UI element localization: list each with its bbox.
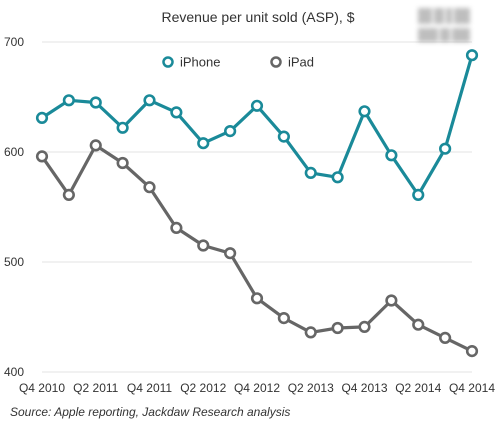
data-point-ipad — [277, 312, 290, 325]
x-axis: Q4 2010 Q2 2011 Q4 2011 Q2 2012 Q4 2012 Q2 20… — [19, 381, 495, 395]
data-point-ipad — [465, 345, 479, 358]
data-point-iphone — [143, 94, 156, 107]
data-point-ipad — [35, 150, 49, 163]
data-point-iphone — [358, 105, 371, 118]
data-point-iphone — [277, 130, 290, 143]
series-line-iphone — [41, 54, 474, 197]
legend-label-ipad: iPad — [288, 55, 314, 70]
x-tick-label: Q4 2010 — [19, 381, 65, 395]
legend: iPhone iPad — [162, 55, 314, 70]
x-tick-label: Q2 2011 — [73, 381, 118, 395]
data-point-ipad — [439, 331, 452, 345]
data-point-ipad — [331, 321, 344, 335]
data-point-iphone — [331, 171, 344, 184]
y-tick-label: 500 — [4, 255, 24, 269]
y-tick-label: 600 — [4, 145, 24, 159]
data-point-ipad — [170, 221, 183, 234]
data-point-iphone — [250, 99, 264, 112]
legend-label-iphone: iPhone — [180, 55, 220, 70]
x-tick-label: Q2 2013 — [288, 381, 334, 395]
x-tick-label: Q4 2013 — [341, 381, 387, 395]
data-point-iphone — [465, 49, 479, 62]
data-point-ipad — [412, 318, 425, 331]
data-point-ipad — [89, 139, 102, 152]
chart: Revenue per unit sold (ASP), $ 400 500 600… — [4, 9, 495, 395]
data-point-iphone — [116, 121, 129, 134]
data-point-ipad — [197, 239, 210, 252]
data-point-ipad — [62, 188, 75, 201]
data-point-ipad — [250, 292, 264, 305]
data-point-ipad — [358, 320, 371, 334]
legend-marker-ipad — [270, 56, 282, 68]
data-point-iphone — [224, 125, 237, 138]
data-point-iphone — [35, 111, 49, 124]
x-tick-label: Q4 2012 — [234, 381, 280, 395]
data-point-iphone — [89, 96, 102, 109]
data-point-ipad — [304, 326, 317, 339]
data-point-iphone — [197, 137, 210, 150]
y-axis: 400 500 600 700 — [4, 35, 24, 379]
data-point-ipad — [116, 156, 129, 170]
data-point-iphone — [62, 94, 75, 107]
data-point-ipad — [224, 247, 237, 260]
series-layer — [35, 49, 479, 358]
x-tick-label: Q4 2014 — [449, 381, 495, 395]
y-tick-label: 700 — [4, 35, 24, 49]
data-point-ipad — [143, 181, 156, 194]
legend-marker-iphone — [162, 56, 174, 68]
data-point-ipad — [385, 294, 398, 307]
x-tick-label: Q2 2012 — [180, 381, 226, 395]
data-point-iphone — [170, 106, 183, 119]
chart-title: Revenue per unit sold (ASP), $ — [162, 9, 355, 25]
x-tick-label: Q2 2014 — [395, 381, 441, 395]
grid — [42, 41, 472, 373]
data-point-iphone — [385, 149, 398, 162]
source-note: Source: Apple reporting, Jackdaw Researc… — [10, 405, 291, 419]
data-point-iphone — [439, 142, 452, 155]
y-tick-label: 400 — [4, 365, 24, 379]
x-tick-label: Q4 2011 — [127, 381, 172, 395]
company-logo-icon — [418, 8, 474, 44]
data-point-iphone — [412, 188, 425, 201]
data-point-iphone — [304, 166, 317, 179]
